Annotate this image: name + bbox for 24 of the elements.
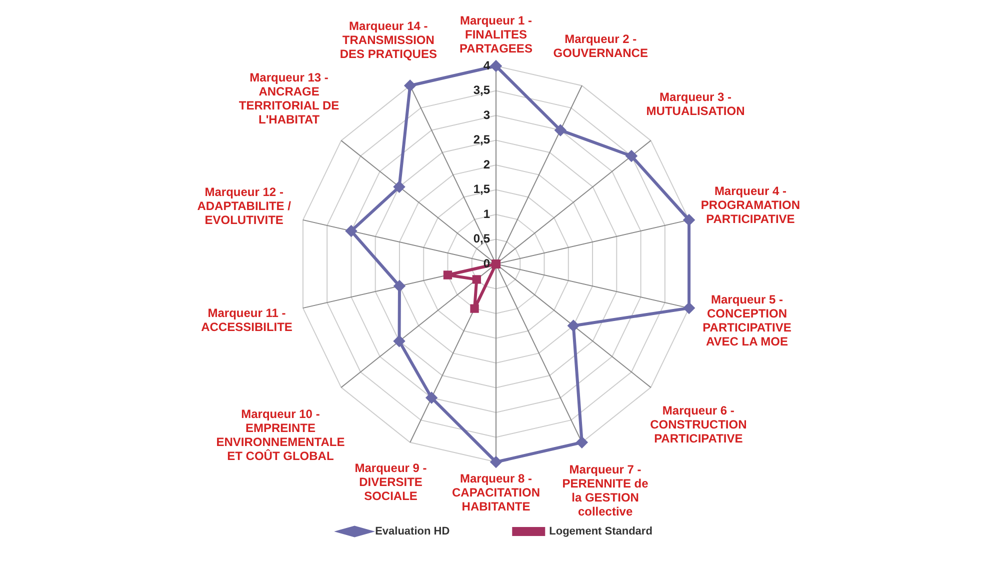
y-tick-label: 2	[483, 157, 490, 172]
y-tick-label: 3,5	[473, 83, 490, 98]
spoke-label: Marqueur 7 - PERENNITE de la GESTION collective	[562, 462, 649, 518]
spoke-label: Marqueur 9 - DIVERSITE SOCIALE	[354, 460, 427, 503]
y-tick-label: 1,5	[473, 182, 490, 196]
spoke-label: Marqueur 5 - CONCEPTION PARTICIPATIVE AVEC LA MOE	[702, 292, 792, 349]
spoke-label: Marqueur 12 - ADAPTABILITE / EVOLUTIVITE	[197, 184, 292, 227]
y-tick-label: 0	[483, 256, 490, 270]
spoke-label: Marqueur 14 - TRANSMISSION DES PRATIQUES	[340, 18, 437, 61]
spoke-label: Marqueur 8 - CAPACITATION HABITANTE	[452, 471, 540, 514]
spoke-label: Marqueur 10 - EMPREINTE ENVIRONNEMENTALE ET COÛT GLOBAL	[216, 407, 345, 464]
spoke-label: Marqueur 1 - FINALITES PARTAGEES	[460, 13, 532, 56]
legend-label: Logement Standard	[549, 526, 652, 538]
y-tick-label: 3	[483, 108, 490, 122]
spoke-label: Marqueur 4 - PROGRAMATION PARTICIPATIVE	[700, 184, 800, 226]
y-tick-label: 2,5	[473, 132, 490, 147]
spoke-label: Marqueur 13 - ANCRAGE TERRITORIAL DE L'HABITAT	[238, 70, 340, 126]
spoke-label: Marqueur 3 - MUTUALISATION	[646, 90, 745, 118]
legend-label: Evaluation HD	[375, 526, 450, 538]
spoke-label: Marqueur 2 - GOUVERNANCE	[553, 32, 648, 60]
y-tick-label: 0,5	[473, 232, 490, 246]
spoke-label: Marqueur 6 - CONSTRUCTION PARTICIPATIVE	[650, 404, 747, 446]
y-tick-label: 1	[483, 206, 490, 221]
spoke-label: Marqueur 11 - ACCESSIBILITE	[201, 306, 292, 334]
